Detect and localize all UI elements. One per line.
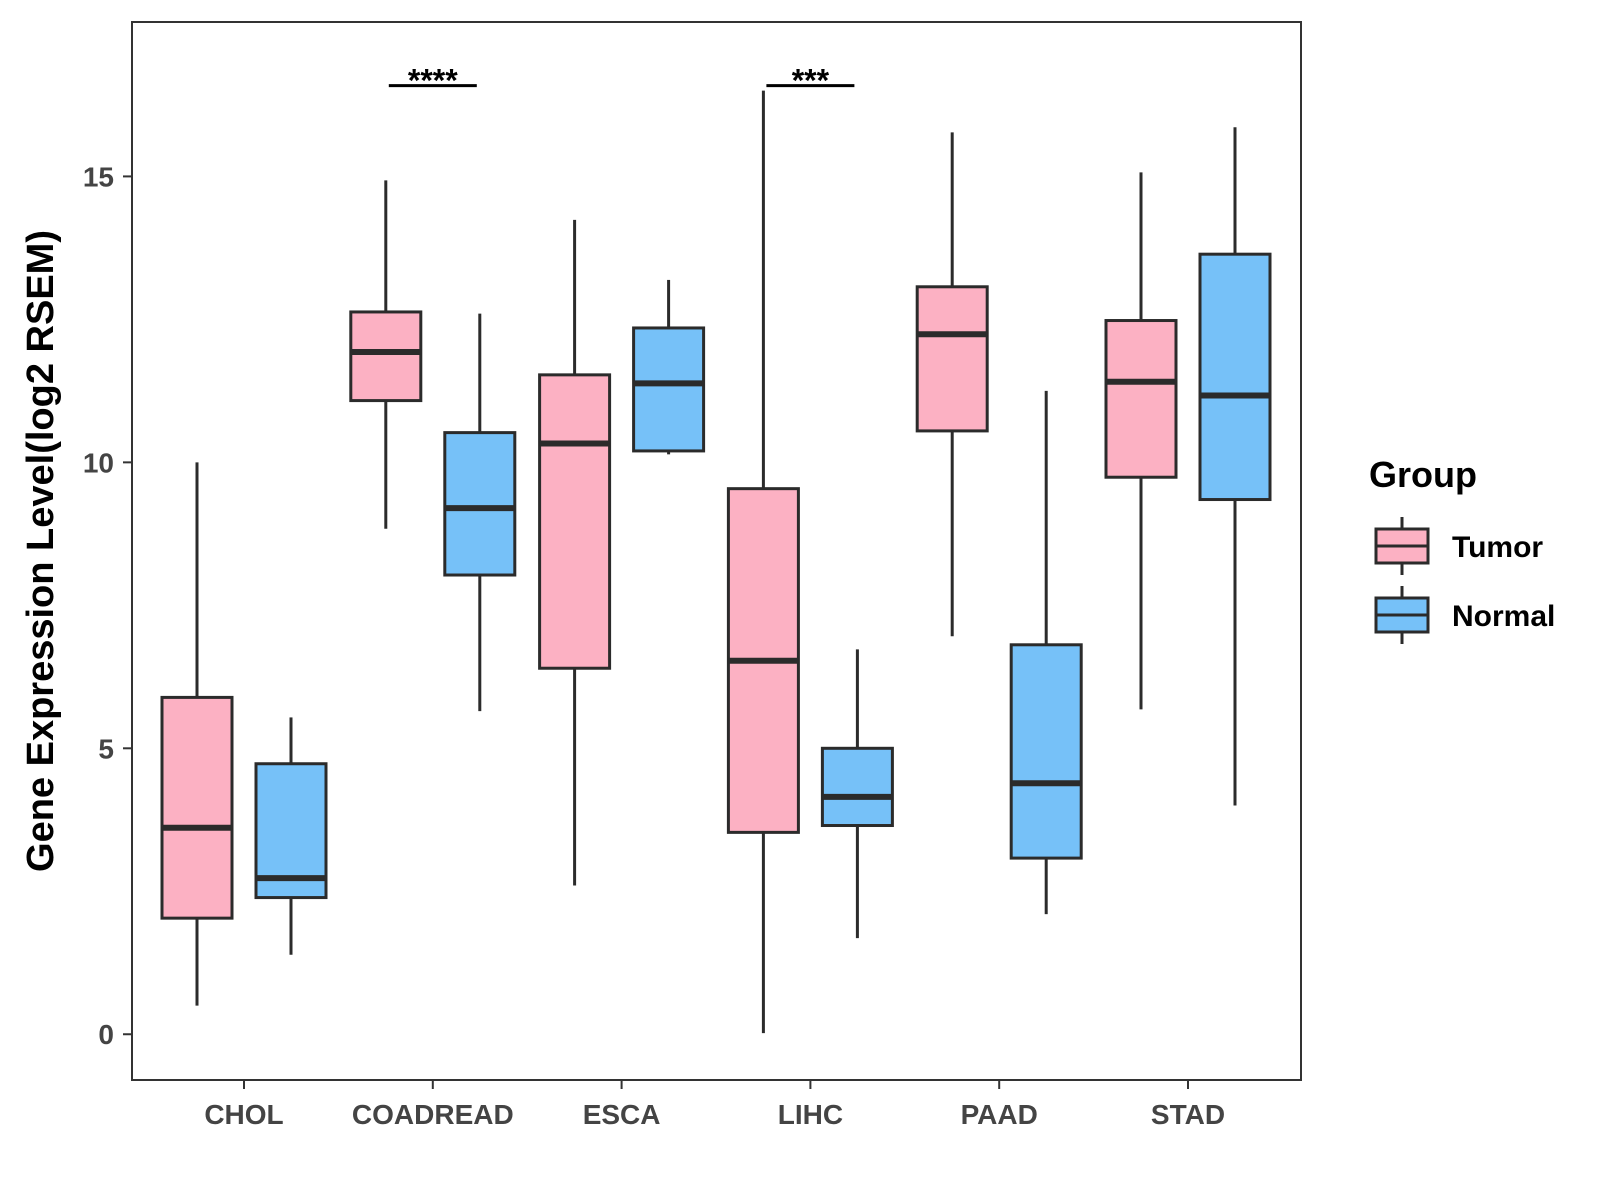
significance-coadread: **** bbox=[388, 63, 477, 99]
legend-item-normal: Normal bbox=[1374, 586, 1555, 644]
box-tumor-stad bbox=[1104, 172, 1178, 710]
legend-label-normal: Normal bbox=[1452, 600, 1555, 633]
box-iqr bbox=[820, 746, 894, 828]
box-normal-paad bbox=[1009, 390, 1083, 915]
x-axis: CHOL COADREAD ESCA LIHC PAAD STAD bbox=[204, 1080, 1225, 1130]
box-normal-stad bbox=[1198, 127, 1272, 806]
box-iqr bbox=[1104, 319, 1178, 479]
significance-stars: **** bbox=[408, 63, 458, 99]
significance-annotations: **** *** bbox=[388, 63, 855, 99]
box-normal-chol bbox=[254, 717, 328, 955]
box-normal-esca bbox=[632, 279, 706, 455]
y-tick-label: 5 bbox=[98, 733, 114, 764]
legend-label-tumor: Tumor bbox=[1452, 531, 1543, 564]
box-iqr bbox=[443, 431, 517, 577]
boxes-layer bbox=[160, 90, 1272, 1034]
box-normal-lihc bbox=[820, 649, 894, 939]
box-tumor-coadread bbox=[349, 180, 423, 529]
box-iqr bbox=[349, 310, 423, 403]
box-tumor-paad bbox=[915, 132, 989, 637]
x-tick-label-esca: ESCA bbox=[583, 1099, 661, 1130]
legend-item-tumor: Tumor bbox=[1374, 517, 1543, 575]
legend-title: Group bbox=[1369, 454, 1477, 495]
box-iqr bbox=[915, 285, 989, 433]
x-tick-label-chol: CHOL bbox=[204, 1099, 283, 1130]
y-axis: 0 5 10 15 bbox=[83, 161, 132, 1050]
y-tick-label: 10 bbox=[83, 447, 114, 478]
x-tick-label-lihc: LIHC bbox=[778, 1099, 843, 1130]
box-iqr bbox=[632, 326, 706, 453]
box-normal-coadread bbox=[443, 313, 517, 712]
plot-panel-border bbox=[131, 21, 1302, 1081]
box-iqr bbox=[160, 695, 234, 920]
box-iqr bbox=[1198, 252, 1272, 502]
box-tumor-lihc bbox=[726, 90, 800, 1034]
box-iqr bbox=[1009, 643, 1083, 860]
y-tick-label: 15 bbox=[83, 161, 114, 192]
box-iqr bbox=[538, 373, 612, 670]
x-tick-label-coadread: COADREAD bbox=[352, 1099, 514, 1130]
y-axis-title: Gene Expression Level(log2 RSEM) bbox=[20, 230, 62, 872]
significance-stars: *** bbox=[792, 63, 830, 99]
x-tick-label-stad: STAD bbox=[1151, 1099, 1225, 1130]
box-tumor-esca bbox=[538, 219, 612, 886]
box-tumor-chol bbox=[160, 462, 234, 1006]
x-tick-label-paad: PAAD bbox=[961, 1099, 1038, 1130]
legend: Group Tumor Normal bbox=[1369, 454, 1555, 644]
y-tick-label: 0 bbox=[98, 1019, 114, 1050]
significance-lihc: *** bbox=[766, 63, 855, 99]
